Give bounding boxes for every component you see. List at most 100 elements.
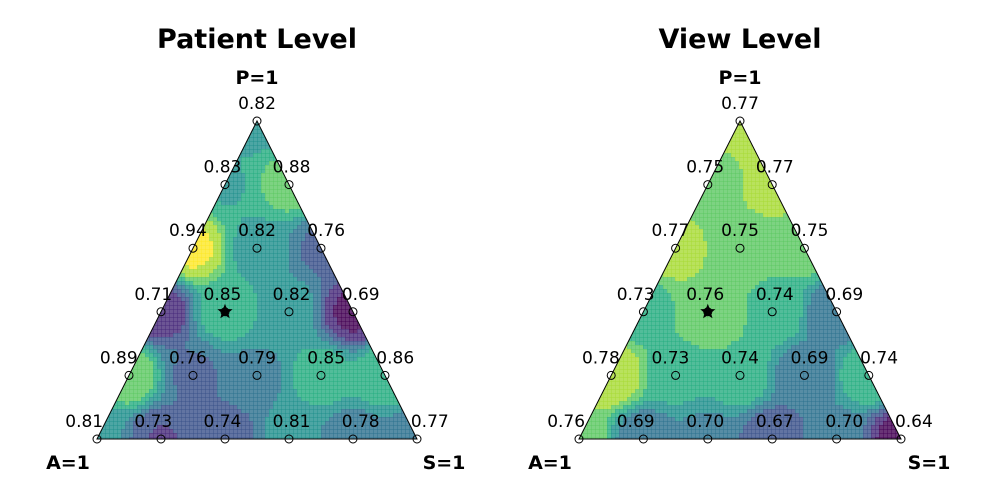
data-point-marker bbox=[316, 370, 326, 380]
data-point-label: 0.75 bbox=[686, 158, 724, 178]
data-point-marker bbox=[156, 434, 166, 444]
data-point-marker bbox=[767, 180, 777, 190]
vertex-label-top: P=1 bbox=[718, 67, 761, 89]
data-point-label: 0.75 bbox=[721, 221, 759, 241]
data-point-label: 0.74 bbox=[204, 412, 242, 432]
data-point-marker bbox=[832, 307, 842, 317]
data-point-marker bbox=[864, 370, 874, 380]
data-points: 0.77 0.75 0.77 0.77 0.75 0.75 0.73 0.76 0.74 0.69… bbox=[547, 94, 933, 444]
data-point-label: 0.77 bbox=[721, 94, 759, 114]
heatmap-field bbox=[97, 121, 417, 439]
data-point-label: 0.73 bbox=[652, 348, 690, 368]
data-point-marker bbox=[574, 434, 584, 444]
data-point-label: 0.74 bbox=[860, 348, 898, 368]
data-point-marker bbox=[799, 370, 809, 380]
vertex-label-right: S=1 bbox=[908, 452, 951, 474]
data-point-marker bbox=[412, 434, 422, 444]
data-point-marker bbox=[735, 243, 745, 253]
data-point-marker bbox=[638, 434, 648, 444]
data-point-label: 0.76 bbox=[169, 348, 207, 368]
data-point-label: 0.67 bbox=[756, 412, 794, 432]
data-point-label: 0.69 bbox=[617, 412, 655, 432]
data-point-marker bbox=[220, 434, 230, 444]
data-point-label: 0.70 bbox=[686, 412, 724, 432]
vertex-label-right: S=1 bbox=[423, 452, 466, 474]
data-point-label: 0.64 bbox=[895, 412, 933, 432]
data-point-marker bbox=[703, 180, 713, 190]
data-point-label: 0.78 bbox=[582, 348, 620, 368]
data-point-marker bbox=[252, 370, 262, 380]
data-point-label: 0.78 bbox=[342, 412, 380, 432]
data-point-label: 0.85 bbox=[204, 285, 242, 305]
data-point-marker bbox=[252, 116, 262, 126]
heatmap-field bbox=[579, 121, 901, 439]
data-point-label: 0.76 bbox=[686, 285, 724, 305]
data-point-marker bbox=[220, 180, 230, 190]
data-point-label: 0.69 bbox=[791, 348, 829, 368]
data-point-label: 0.74 bbox=[721, 348, 759, 368]
data-point-label: 0.76 bbox=[307, 221, 345, 241]
data-point-label: 0.89 bbox=[100, 348, 138, 368]
data-point-marker bbox=[188, 370, 198, 380]
data-point-label: 0.85 bbox=[307, 348, 345, 368]
triangle-outline bbox=[96, 119, 418, 440]
data-point-marker bbox=[671, 243, 681, 253]
data-point-marker bbox=[832, 434, 842, 444]
data-point-label: 0.79 bbox=[238, 348, 276, 368]
data-point-marker bbox=[188, 243, 198, 253]
data-points: 0.82 0.83 0.88 0.94 0.82 0.76 0.71 0.85 0.82 0.69… bbox=[65, 94, 449, 444]
vertex-label-top: P=1 bbox=[235, 67, 278, 89]
data-point-marker bbox=[380, 370, 390, 380]
data-point-label: 0.77 bbox=[756, 158, 794, 178]
data-point-marker bbox=[703, 434, 713, 444]
data-point-marker bbox=[124, 370, 134, 380]
vertex-label-left: A=1 bbox=[46, 452, 90, 474]
data-point-label: 0.82 bbox=[238, 94, 276, 114]
data-point-label: 0.77 bbox=[411, 412, 449, 432]
data-point-label: 0.77 bbox=[652, 221, 690, 241]
data-point-marker bbox=[896, 434, 906, 444]
chart-title: Patient Level bbox=[157, 24, 357, 55]
data-point-label: 0.75 bbox=[791, 221, 829, 241]
data-point-marker bbox=[735, 370, 745, 380]
data-point-marker bbox=[284, 180, 294, 190]
data-point-marker bbox=[606, 370, 616, 380]
star-marker bbox=[217, 303, 233, 319]
data-point-marker bbox=[156, 307, 166, 317]
data-point-label: 0.73 bbox=[134, 412, 172, 432]
data-point-marker bbox=[252, 243, 262, 253]
data-point-label: 0.70 bbox=[825, 412, 863, 432]
data-point-label: 0.73 bbox=[617, 285, 655, 305]
data-point-label: 0.71 bbox=[134, 285, 172, 305]
data-point-marker bbox=[348, 434, 358, 444]
triangle-outline bbox=[578, 119, 902, 440]
data-point-marker bbox=[671, 370, 681, 380]
chart-title: View Level bbox=[658, 24, 821, 55]
data-point-marker bbox=[316, 243, 326, 253]
data-point-marker bbox=[348, 307, 358, 317]
data-point-label: 0.81 bbox=[65, 412, 103, 432]
data-point-label: 0.69 bbox=[825, 285, 863, 305]
data-point-marker bbox=[92, 434, 102, 444]
data-point-label: 0.86 bbox=[376, 348, 414, 368]
data-point-marker bbox=[638, 307, 648, 317]
star-marker bbox=[700, 303, 716, 319]
data-point-marker bbox=[767, 434, 777, 444]
data-point-label: 0.82 bbox=[273, 285, 311, 305]
data-point-label: 0.94 bbox=[169, 221, 207, 241]
data-point-marker bbox=[284, 434, 294, 444]
data-point-label: 0.82 bbox=[238, 221, 276, 241]
data-point-label: 0.76 bbox=[547, 412, 585, 432]
data-point-label: 0.69 bbox=[342, 285, 380, 305]
data-point-marker bbox=[799, 243, 809, 253]
view-level-chart: View Level P=1 A=1 S=1 0.770.75 0.770.77 0… bbox=[528, 24, 950, 474]
data-point-label: 0.83 bbox=[204, 158, 242, 178]
data-point-label: 0.74 bbox=[756, 285, 794, 305]
vertex-label-left: A=1 bbox=[528, 452, 572, 474]
data-point-label: 0.88 bbox=[273, 158, 311, 178]
data-point-marker bbox=[767, 307, 777, 317]
data-point-marker bbox=[735, 116, 745, 126]
data-point-label: 0.81 bbox=[273, 412, 311, 432]
patient-level-chart: Patient Level P=1 A=1 S=1 0.820.83 0.880.… bbox=[46, 24, 465, 474]
